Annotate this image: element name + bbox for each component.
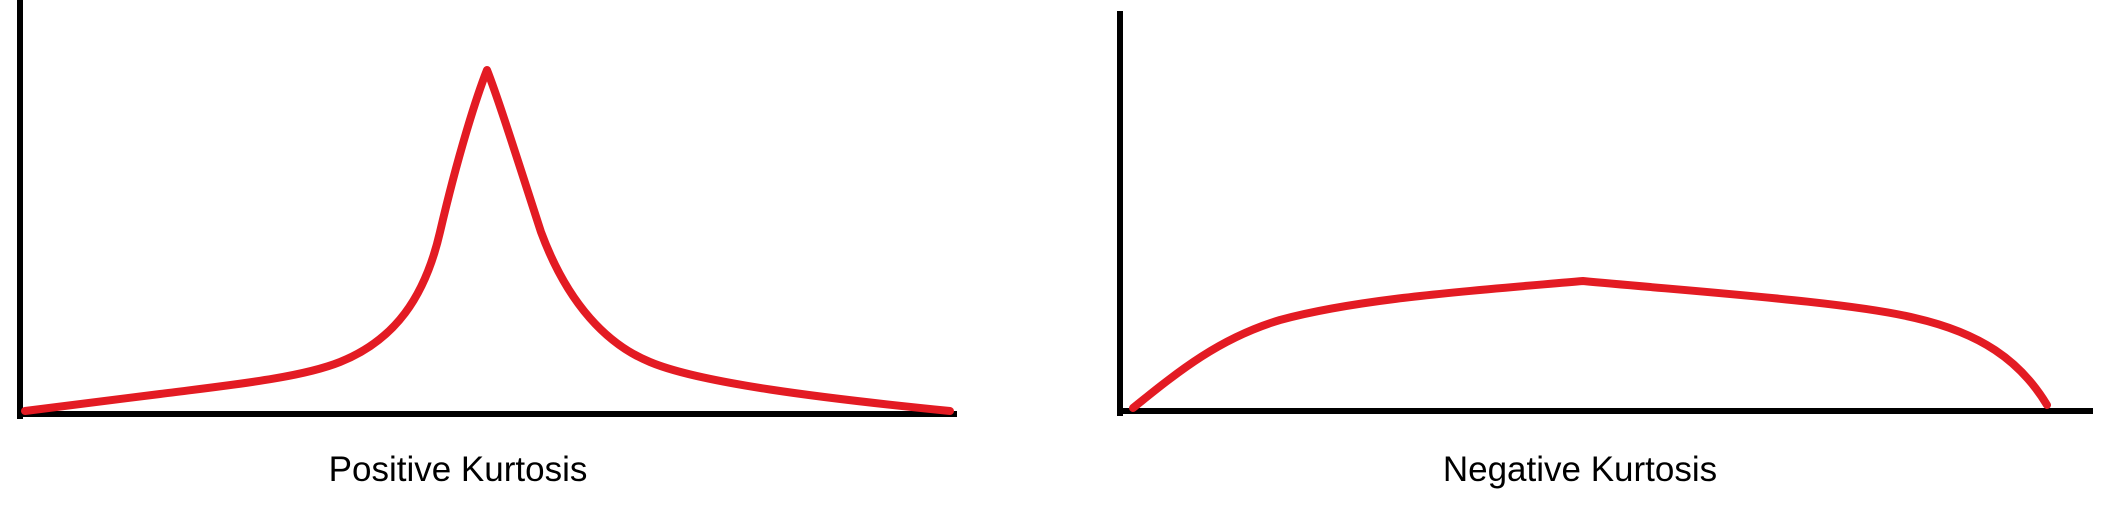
negative-kurtosis-curve (1129, 277, 2051, 412)
positive-kurtosis-label: Positive Kurtosis (328, 450, 588, 489)
negative-kurtosis-panel (1117, 11, 2093, 416)
negative-kurtosis-label: Negative Kurtosis (1442, 450, 1718, 489)
positive-kurtosis-panel (17, 0, 957, 419)
positive-kurtosis-curve (21, 66, 954, 415)
